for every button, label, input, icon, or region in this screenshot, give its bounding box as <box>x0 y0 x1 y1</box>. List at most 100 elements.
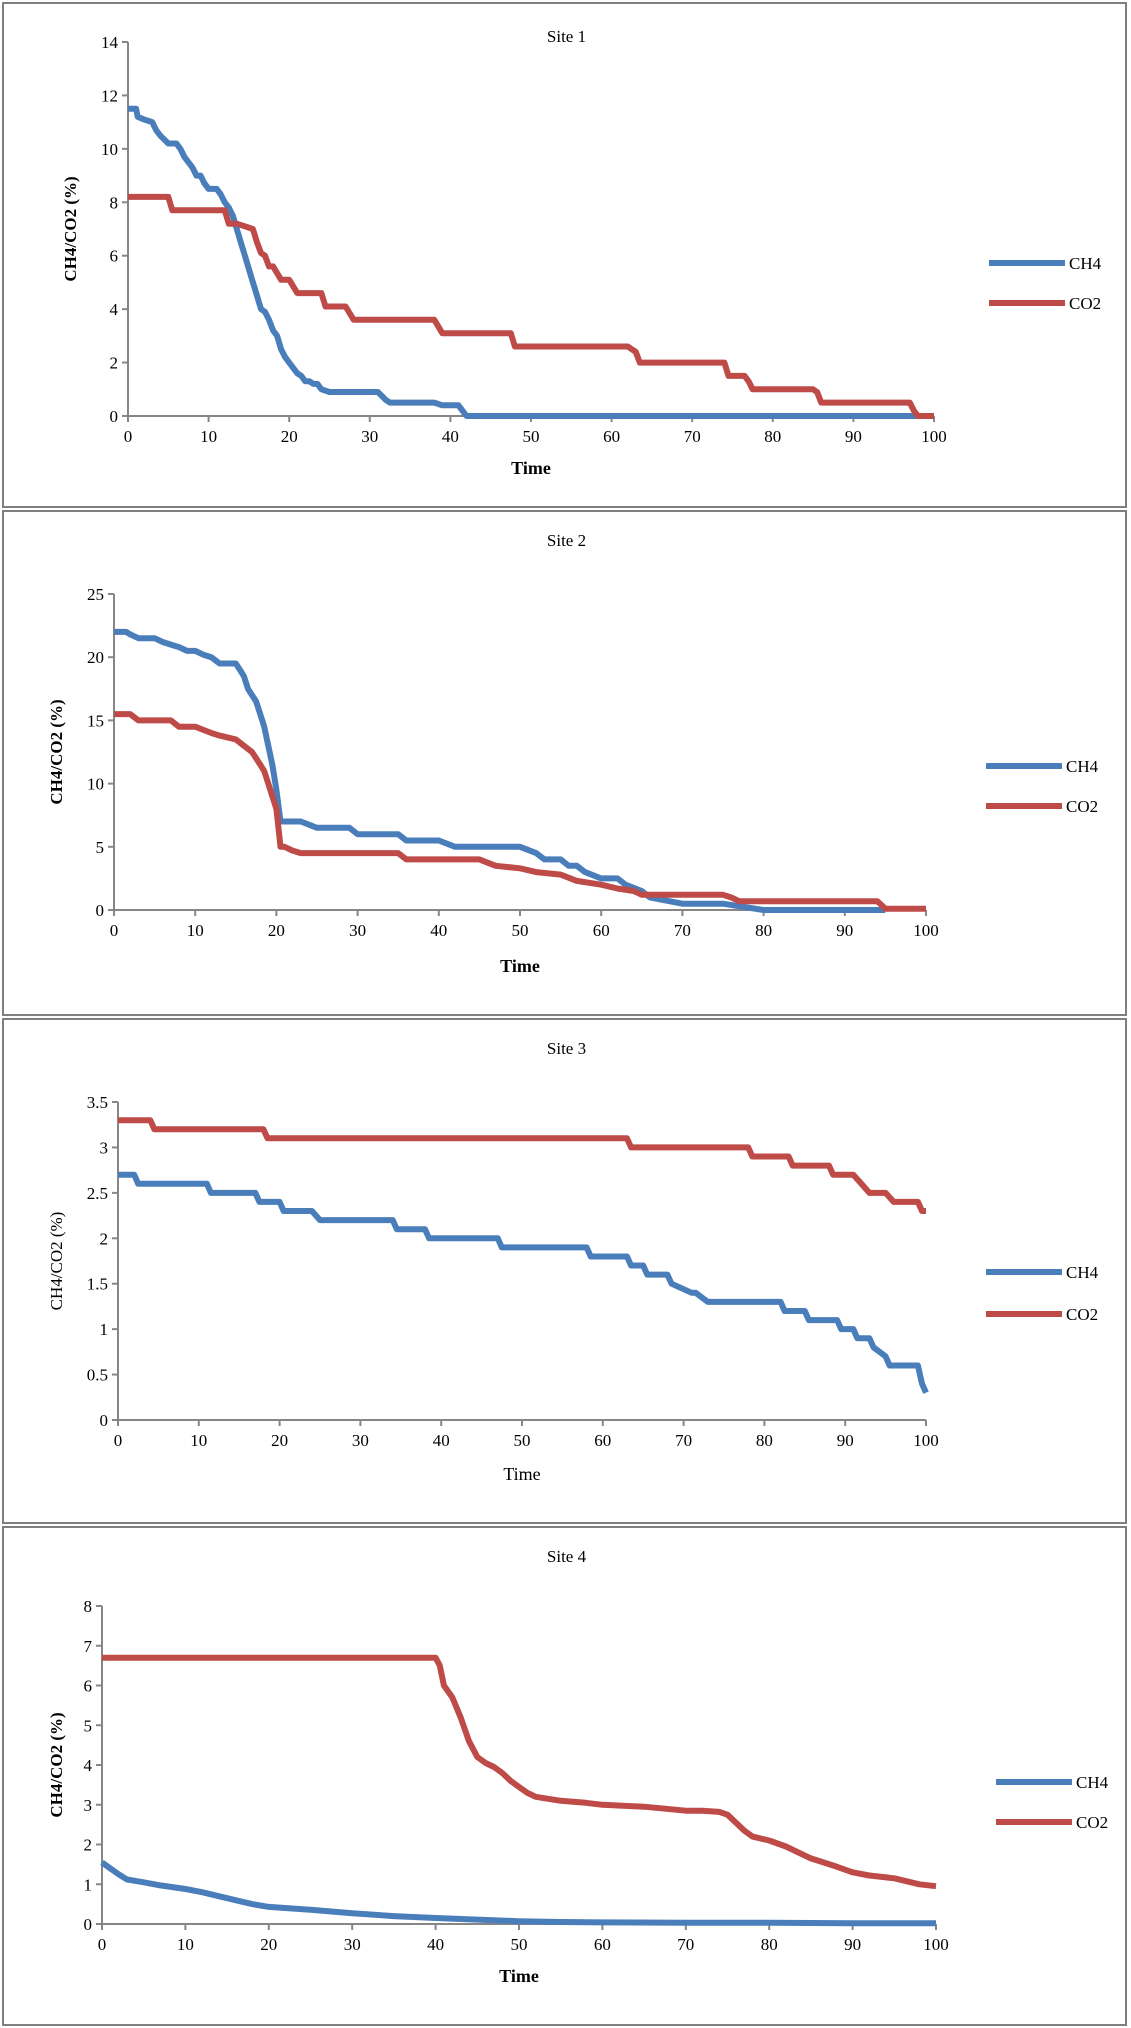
series-line-co2 <box>102 1654 937 1890</box>
y-tick-label: 4 <box>84 1756 93 1775</box>
x-tick-label: 20 <box>260 1935 277 1954</box>
legend-label-ch4: CH4 <box>1066 757 1099 776</box>
series-line-co2 <box>114 711 926 912</box>
series-line-ch4 <box>114 628 886 913</box>
x-tick-label: 50 <box>511 1935 528 1954</box>
x-tick-label: 40 <box>442 427 459 446</box>
x-tick-label: 30 <box>344 1935 361 1954</box>
y-axis-label: CH4/CO2 (%) <box>47 1712 66 1817</box>
x-axis-label: Time <box>499 1966 539 1986</box>
x-tick-label: 80 <box>764 427 781 446</box>
x-axis-label: Time <box>511 458 551 478</box>
y-tick-label: 20 <box>87 648 104 667</box>
x-tick-label: 70 <box>677 1935 694 1954</box>
x-tick-label: 30 <box>349 921 366 940</box>
y-tick-label: 14 <box>101 33 119 52</box>
x-tick-label: 20 <box>281 427 298 446</box>
x-tick-label: 80 <box>755 921 772 940</box>
y-tick-label: 0 <box>84 1915 93 1934</box>
y-tick-label: 4 <box>110 300 119 319</box>
x-tick-label: 60 <box>593 921 610 940</box>
chart-panel-site-2: Site 2 0 5 10 15 20 25 0 10 20 30 40 50 60 70 80 90 100 Ti… <box>2 510 1127 1016</box>
x-tick-label: 30 <box>352 1431 369 1450</box>
y-tick-label: 3 <box>100 1138 109 1157</box>
x-tick-label: 30 <box>361 427 378 446</box>
x-axis-label: Time <box>500 956 540 976</box>
x-tick-label: 100 <box>913 1431 939 1450</box>
x-tick-label: 70 <box>675 1431 692 1450</box>
y-tick-label: 6 <box>84 1677 93 1696</box>
y-tick-label: 6 <box>110 247 119 266</box>
chart-site-2: Site 2 0 5 10 15 20 25 0 10 20 30 40 50 60 70 80 90 100 Ti… <box>47 531 1099 976</box>
x-tick-label: 50 <box>512 921 529 940</box>
x-tick-label: 40 <box>427 1935 444 1954</box>
y-tick-label: 7 <box>84 1637 93 1656</box>
x-tick-label: 60 <box>594 1935 611 1954</box>
x-tick-label: 60 <box>603 427 620 446</box>
y-tick-label: 0.5 <box>87 1366 108 1385</box>
x-tick-label: 40 <box>433 1431 450 1450</box>
x-tick-label: 50 <box>514 1431 531 1450</box>
legend-label-co2: CO2 <box>1069 294 1101 313</box>
x-tick-label: 90 <box>837 1431 854 1450</box>
x-tick-label: 100 <box>921 427 947 446</box>
chart-title: Site 3 <box>547 1039 586 1058</box>
y-tick-label: 1 <box>84 1875 93 1894</box>
y-tick-label: 0 <box>100 1411 109 1430</box>
x-tick-label: 70 <box>674 921 691 940</box>
y-tick-label: 0 <box>96 901 105 920</box>
y-axis-label: CH4/CO2 (%) <box>61 176 80 281</box>
x-tick-label: 80 <box>761 1935 778 1954</box>
x-axis-label: Time <box>503 1464 540 1484</box>
y-tick-label: 3.5 <box>87 1093 108 1112</box>
x-tick-label: 10 <box>187 921 204 940</box>
x-tick-label: 20 <box>271 1431 288 1450</box>
y-tick-label: 8 <box>110 193 119 212</box>
chart-panel-site-3: Site 3 0 0.5 1 1.5 2 2.5 3 3.5 0 10 20 30 40 50 60 70 80 9… <box>2 1018 1127 1524</box>
x-tick-label: 10 <box>200 427 217 446</box>
x-tick-label: 20 <box>268 921 285 940</box>
x-tick-label: 0 <box>110 921 119 940</box>
x-tick-label: 10 <box>177 1935 194 1954</box>
y-axis-label: CH4/CO2 (%) <box>47 699 66 804</box>
series-line-ch4 <box>100 1859 936 1927</box>
y-tick-label: 12 <box>101 86 118 105</box>
chart-panel-site-4: Site 4 0 1 2 3 4 5 6 7 8 0 10 20 30 40 50 60 70 80 90 100 Tim… <box>2 1526 1127 2026</box>
y-axis-label: CH4/CO2 (%) <box>47 1212 66 1311</box>
y-tick-label: 1 <box>100 1320 109 1339</box>
y-tick-label: 10 <box>87 775 104 794</box>
legend-label-co2: CO2 <box>1076 1813 1108 1832</box>
y-tick-label: 2.5 <box>87 1184 108 1203</box>
x-tick-label: 60 <box>594 1431 611 1450</box>
y-tick-label: 3 <box>84 1796 93 1815</box>
y-tick-label: 2 <box>84 1836 93 1855</box>
y-tick-label: 5 <box>84 1716 93 1735</box>
y-tick-label: 15 <box>87 711 104 730</box>
series-line-co2 <box>128 193 934 419</box>
chart-site-3: Site 3 0 0.5 1 1.5 2 2.5 3 3.5 0 10 20 30 40 50 60 70 80 9… <box>47 1039 1099 1484</box>
legend-label-ch4: CH4 <box>1069 254 1102 273</box>
chart-title: Site 1 <box>547 27 586 46</box>
legend-label-co2: CO2 <box>1066 797 1098 816</box>
x-tick-label: 90 <box>836 921 853 940</box>
x-tick-label: 0 <box>114 1431 123 1450</box>
series-line-ch4 <box>118 1171 929 1394</box>
chart-site-1: Site 1 0 2 4 6 8 10 12 14 0 10 20 30 40 50 60 70 80 90 100 T… <box>61 27 1102 478</box>
x-tick-label: 100 <box>913 921 939 940</box>
x-tick-label: 10 <box>190 1431 207 1450</box>
chart-panel-site-1: Site 1 0 2 4 6 8 10 12 14 0 10 20 30 40 50 60 70 80 90 100 T… <box>2 2 1127 508</box>
y-tick-label: 10 <box>101 140 118 159</box>
series-line-ch4 <box>128 105 934 419</box>
x-tick-label: 40 <box>430 921 447 940</box>
x-tick-label: 80 <box>756 1431 773 1450</box>
x-tick-label: 0 <box>124 427 133 446</box>
x-tick-label: 50 <box>523 427 540 446</box>
x-tick-label: 90 <box>845 427 862 446</box>
y-tick-label: 5 <box>96 838 105 857</box>
y-tick-label: 0 <box>110 407 119 426</box>
legend-label-ch4: CH4 <box>1066 1263 1099 1282</box>
x-tick-label: 90 <box>844 1935 861 1954</box>
x-tick-label: 70 <box>684 427 701 446</box>
chart-title: Site 4 <box>547 1547 587 1566</box>
